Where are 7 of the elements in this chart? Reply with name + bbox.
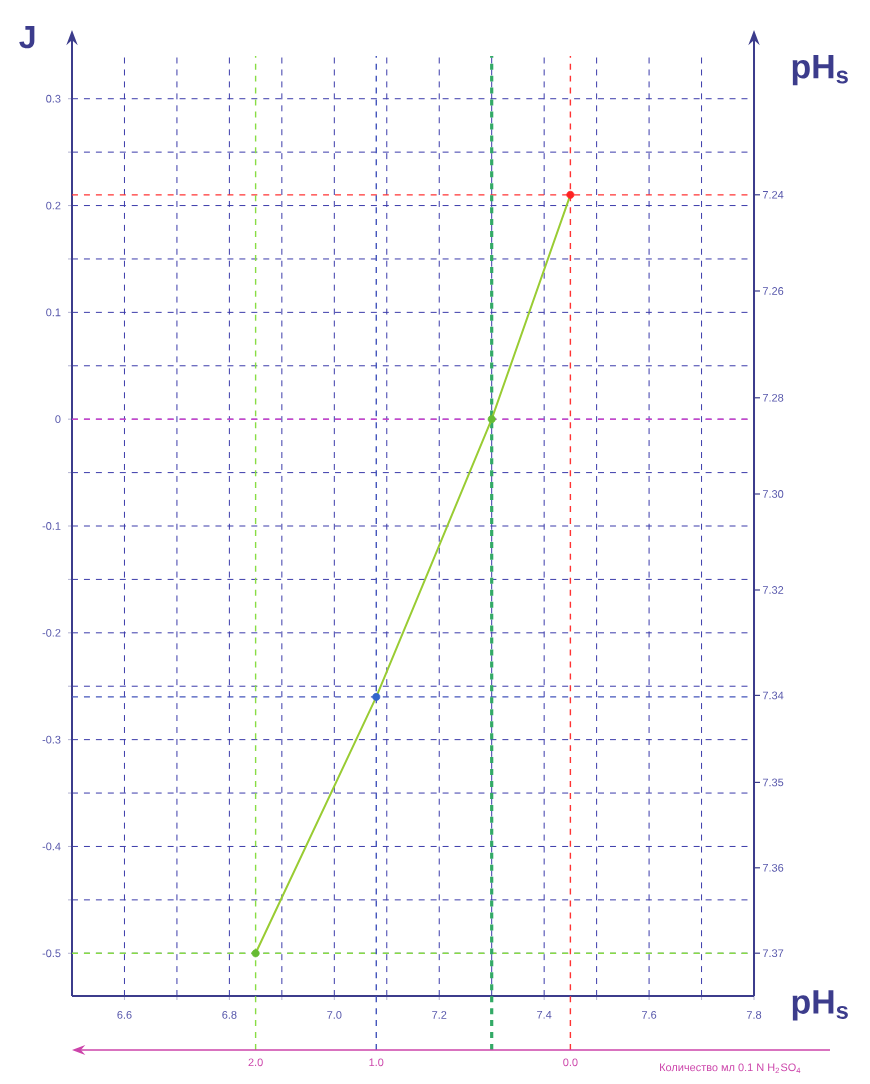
point — [566, 190, 575, 199]
point — [487, 415, 496, 424]
point — [372, 692, 381, 701]
y-axis-title: J — [19, 26, 35, 49]
y2-axis-title: pH$_{s}$ — [792, 54, 848, 86]
x-axis-title: pH$_{s}$ — [792, 990, 848, 1021]
point — [251, 949, 260, 958]
